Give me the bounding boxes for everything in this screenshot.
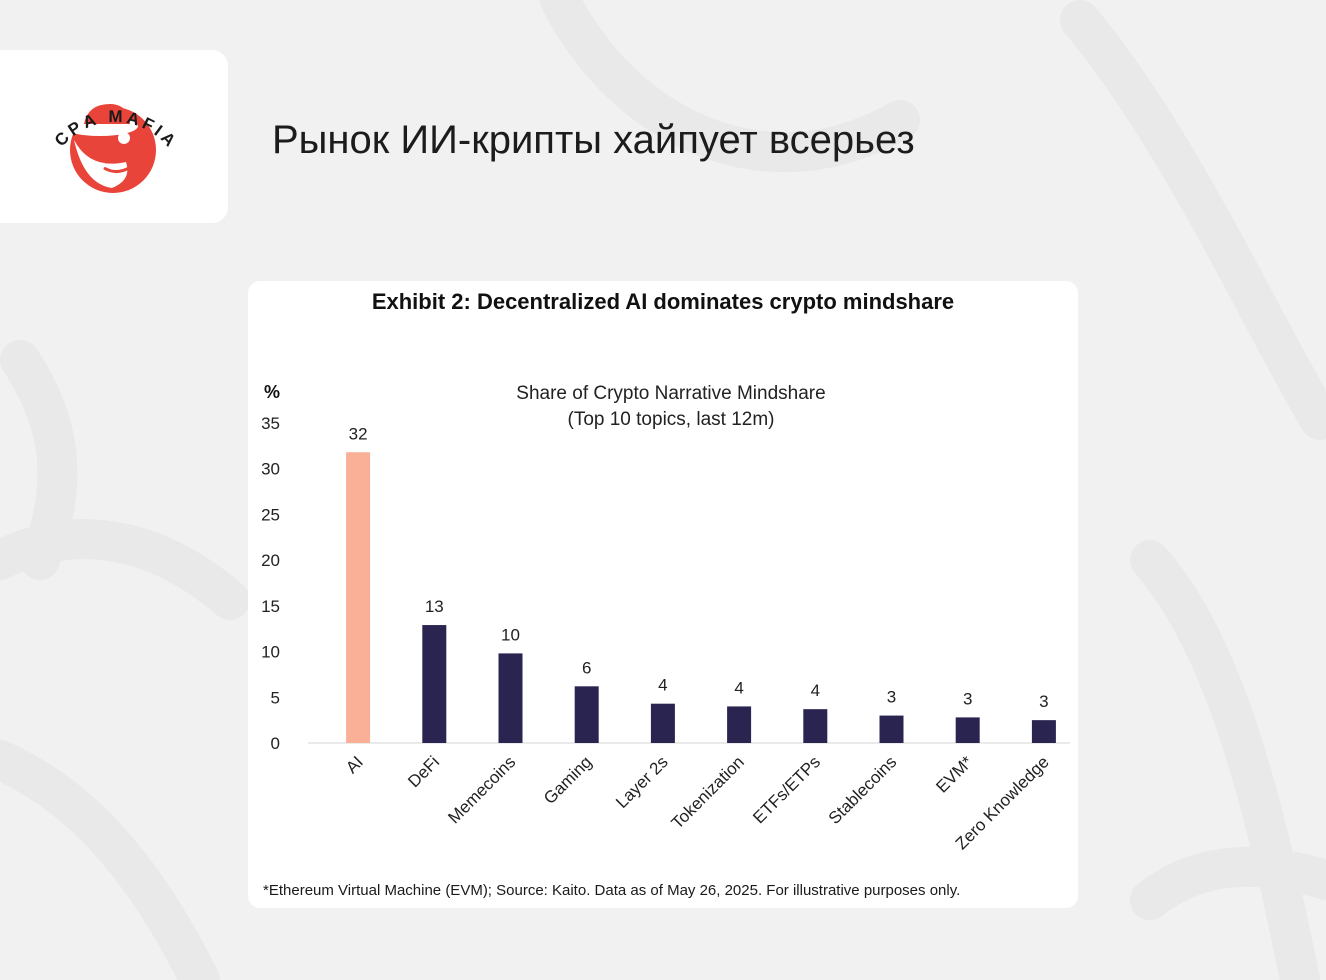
bar-chart: Share of Crypto Narrative Mindshare (Top …: [261, 382, 1070, 853]
y-tick-label: 35: [261, 414, 280, 433]
data-label: 4: [811, 681, 820, 700]
y-tick-label: 5: [271, 688, 280, 707]
x-tick-label: DeFi: [404, 752, 443, 791]
logo-card: C P A M A F I A: [0, 50, 228, 223]
y-tick-label: 25: [261, 505, 280, 524]
data-label: 3: [963, 689, 972, 708]
chart-title: Share of Crypto Narrative Mindshare: [516, 383, 825, 404]
data-label: 4: [658, 676, 667, 695]
x-tick-label: Tokenization: [668, 752, 748, 832]
bar-ai: [346, 452, 371, 743]
cpa-mafia-logo: C P A M A F I A: [51, 104, 179, 193]
bar-stablecoins: [879, 715, 904, 743]
bar-tokenization: [727, 706, 752, 743]
x-tick-label: Gaming: [540, 752, 596, 808]
chart-footnote: *Ethereum Virtual Machine (EVM); Source:…: [263, 882, 961, 899]
y-tick-label: 15: [261, 597, 280, 616]
x-tick-label: AI: [342, 752, 367, 777]
y-tick-label: 20: [261, 551, 280, 570]
bar-memecoins: [498, 653, 523, 743]
data-label: 3: [887, 688, 896, 707]
data-label: 6: [582, 658, 591, 677]
bar-etfs-etps: [803, 709, 828, 743]
y-tick-label: 30: [261, 460, 280, 479]
x-tick-label: Layer 2s: [612, 752, 672, 812]
data-label: 10: [501, 625, 520, 644]
y-tick-label: 10: [261, 643, 280, 662]
chart-card: Exhibit 2: Decentralized AI dominates cr…: [248, 281, 1078, 908]
y-tick-label: 0: [271, 734, 280, 753]
bar-gaming: [574, 686, 599, 743]
data-label: 4: [734, 678, 743, 697]
x-tick-label: Memecoins: [444, 752, 519, 827]
exhibit-title: Exhibit 2: Decentralized AI dominates cr…: [371, 289, 955, 314]
x-tick-label: Stablecoins: [825, 752, 901, 828]
x-tick-label: EVM*: [932, 752, 976, 796]
data-label: 13: [425, 597, 444, 616]
data-label: 3: [1039, 692, 1048, 711]
bar-zero-knowledge: [1031, 720, 1056, 743]
x-tick-label: ETFs/ETPs: [749, 752, 824, 827]
bar-evm: [955, 717, 980, 743]
bar-defi: [422, 625, 447, 743]
data-label: 32: [349, 424, 368, 443]
slide-title: Рынок ИИ-крипты хайпует всерьез: [272, 118, 915, 162]
chart-subtitle: (Top 10 topics, last 12m): [568, 409, 775, 430]
bar-layer-2s: [650, 703, 675, 743]
y-axis-label: %: [264, 382, 280, 402]
